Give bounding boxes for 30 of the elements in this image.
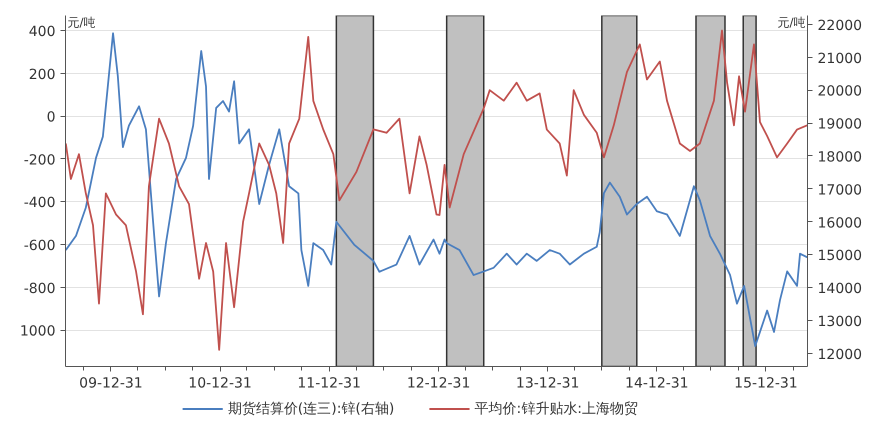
x-tick-label: 15-12-31 — [734, 376, 798, 392]
y2-tick-label: 12000 — [818, 346, 862, 363]
y2-axis-title: 元/吨 — [777, 16, 806, 30]
x-tick-label: 12-12-31 — [406, 376, 470, 392]
y-tick-label: -400 — [24, 195, 56, 212]
y-axis-title: 元/吨 — [68, 16, 96, 30]
y-tick-label: 200 — [28, 66, 56, 83]
y-tick-label: -800 — [24, 280, 56, 297]
y2-tick-label: 16000 — [818, 215, 862, 232]
x-tick-label: 14-12-31 — [625, 376, 689, 392]
y-tick-label: 0 — [46, 110, 56, 126]
x-tick-label: 13-12-31 — [516, 376, 580, 392]
legend-label: 平均价:锌升贴水:上海物贸 — [474, 401, 638, 417]
y2-tick-label: 17000 — [818, 182, 862, 198]
y2-tick-label: 19000 — [818, 116, 862, 133]
x-tick-label: 10-12-31 — [188, 376, 252, 392]
y2-tick-label: 15000 — [818, 248, 862, 264]
legend-label: 期货结算价(连三):锌(右轴) — [228, 401, 394, 417]
y2-tick-label: 14000 — [818, 281, 862, 298]
x-tick-label: 11-12-31 — [297, 376, 361, 392]
y2-tick-label: 20000 — [818, 84, 862, 100]
x-tick-label: 09-12-31 — [79, 376, 143, 392]
y-tick-label: -200 — [24, 152, 56, 168]
y2-tick-label: 18000 — [818, 149, 862, 166]
y2-tick-label: 13000 — [818, 314, 862, 330]
y-tick-label: -600 — [24, 238, 56, 254]
y-tick-label: 400 — [28, 24, 56, 40]
y2-tick-label: 22000 — [818, 18, 862, 34]
y-tick-label: 1000 — [20, 324, 56, 340]
y2-tick-label: 21000 — [818, 50, 862, 67]
